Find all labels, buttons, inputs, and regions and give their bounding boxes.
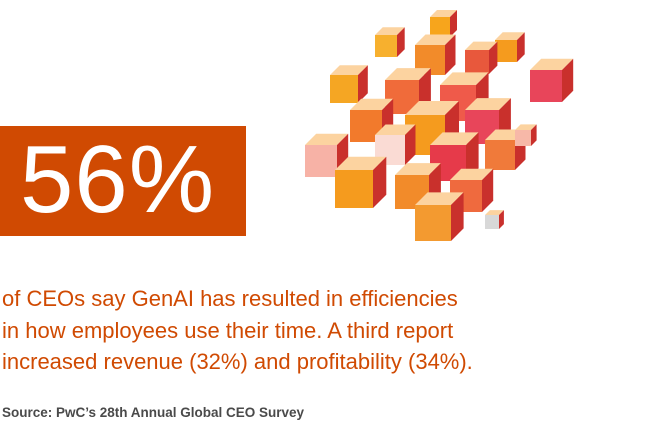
description: of CEOs say GenAI has resulted in effici… [2,283,562,378]
source-note: Source: PwC’s 28th Annual Global CEO Sur… [2,405,305,420]
cube [430,10,457,37]
cube [515,124,537,146]
description-line: in how employees use their time. A third… [2,317,454,343]
cube [415,192,464,241]
cube [465,41,498,74]
cube [485,210,504,229]
cube [495,32,525,62]
description-line: of CEOs say GenAI has resulted in effici… [2,286,458,311]
cube [335,156,387,208]
cube-cluster-icon [305,10,574,241]
stat-value: 56% [20,126,216,233]
stat-box: 56% [0,126,246,236]
description-line: increased revenue (32%) and profitabilit… [2,349,473,374]
cube [485,129,526,170]
cube [415,34,456,75]
cube [330,65,368,103]
cube [375,27,405,57]
cube [385,68,431,114]
cube [305,133,349,177]
cube [530,58,574,102]
